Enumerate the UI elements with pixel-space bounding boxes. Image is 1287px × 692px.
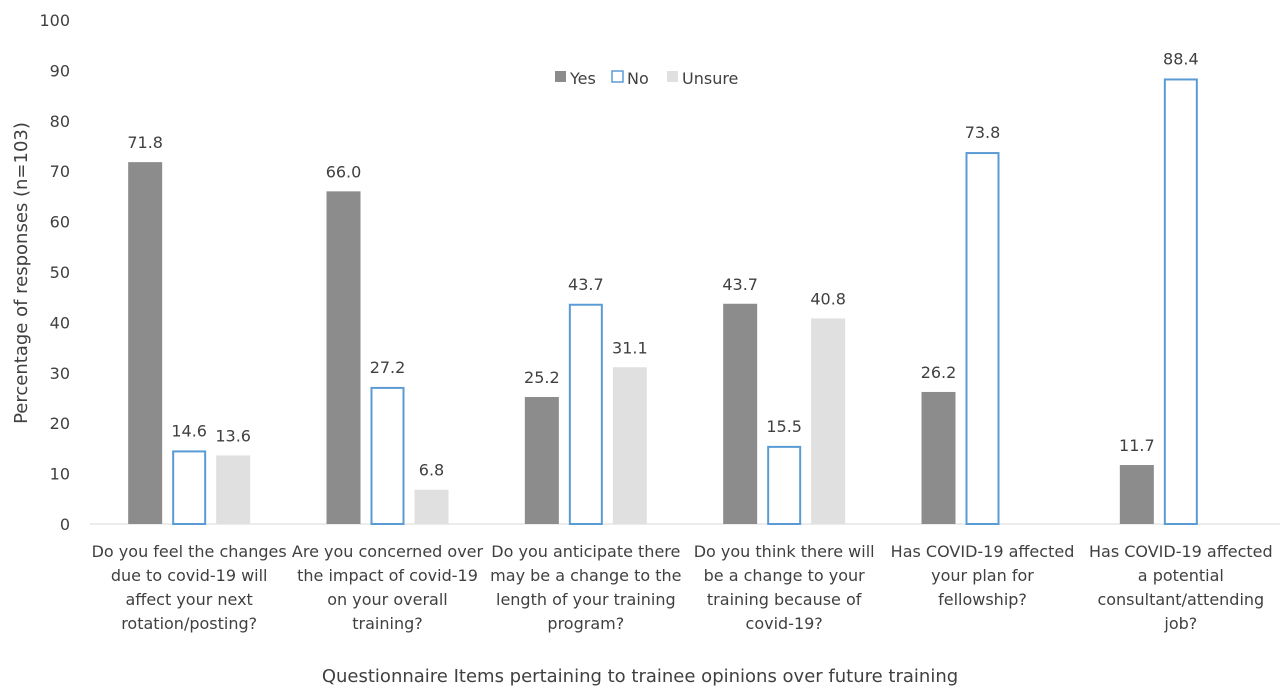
category-label-line: the impact of covid-19 — [297, 566, 478, 585]
category-label-line: training because of — [707, 590, 862, 609]
bar-no-4 — [767, 445, 802, 526]
category-label-line: Are you concerned over — [292, 542, 484, 561]
legend-swatch-yes — [555, 71, 566, 82]
x-axis-title: Questionnaire Items pertaining to traine… — [322, 666, 958, 687]
data-label-unsure-2: 6.8 — [419, 461, 444, 480]
category-label-line: a potential — [1138, 566, 1224, 585]
category-label-line: be a change to your — [704, 566, 865, 585]
category-label-line: due to covid-19 will — [111, 566, 268, 585]
bars — [128, 78, 1198, 526]
bar-unsure-1 — [216, 455, 251, 524]
legend-label-yes: Yes — [569, 69, 596, 88]
category-label-line: Has COVID-19 affected — [1089, 542, 1273, 561]
category-label-line: Do you anticipate there — [491, 542, 680, 561]
data-label-unsure-1: 13.6 — [215, 426, 251, 445]
y-tick-label: 20 — [50, 414, 70, 433]
category-label-line: Has COVID-19 affected — [891, 542, 1075, 561]
category-label-line: may be a change to the — [490, 566, 681, 585]
bar-no-2 — [370, 386, 405, 525]
category-label-line: program? — [547, 614, 624, 633]
y-tick-label: 40 — [50, 313, 70, 332]
bar-yes-2 — [326, 191, 361, 525]
category-label-line: on your overall — [327, 590, 447, 609]
bar-no-3 — [568, 303, 603, 526]
bar-yes-3 — [524, 396, 559, 524]
data-label-yes-6: 11.7 — [1119, 436, 1155, 455]
bar-unsure-3 — [612, 367, 647, 524]
data-label-no-6: 88.4 — [1163, 49, 1199, 68]
bar-unsure-2 — [414, 489, 449, 524]
bar-yes-1 — [128, 162, 163, 525]
category-label-line: Do you feel the changes — [92, 542, 287, 561]
legend-swatch-no — [611, 70, 624, 83]
legend-swatch-unsure — [667, 71, 678, 82]
legend: Yes No Unsure — [555, 69, 738, 88]
data-label-unsure-3: 31.1 — [612, 338, 648, 357]
y-axis-title: Percentage of responses (n=103) — [11, 122, 32, 424]
category-label-line: rotation/posting? — [121, 614, 257, 633]
y-tick-label: 60 — [50, 213, 70, 232]
data-labels: 71.8 14.6 13.6 66.0 27.2 6.8 25.2 43.7 31.1 43.7 1… — [127, 49, 1198, 479]
category-label-line: training? — [352, 614, 422, 633]
bar-yes-6 — [1119, 465, 1154, 524]
data-label-yes-2: 66.0 — [326, 162, 362, 181]
legend-label-no: No — [627, 69, 649, 88]
category-labels: Do you feel the changes due to covid-19 w… — [92, 542, 1273, 633]
y-tick-label: 70 — [50, 162, 70, 181]
y-axis-ticks: 0 10 20 30 40 50 60 70 80 90 100 — [39, 11, 70, 534]
data-label-unsure-4: 40.8 — [810, 289, 846, 308]
bar-unsure-4 — [811, 318, 846, 524]
bar-no-1 — [172, 450, 207, 525]
data-label-yes-1: 71.8 — [127, 133, 163, 152]
bar-no-6 — [1163, 78, 1198, 526]
y-tick-label: 30 — [50, 364, 70, 383]
category-label-line: covid-19? — [746, 614, 823, 633]
y-tick-label: 100 — [39, 11, 70, 30]
data-label-no-4: 15.5 — [766, 417, 802, 436]
category-label-line: your plan for — [931, 566, 1034, 585]
y-tick-label: 10 — [50, 465, 70, 484]
bar-yes-4 — [723, 303, 758, 524]
category-label-line: job? — [1163, 614, 1197, 633]
data-label-no-2: 27.2 — [370, 358, 406, 377]
category-label-line: Do you think there will — [694, 542, 875, 561]
category-label-line: length of your training — [496, 590, 676, 609]
data-label-yes-4: 43.7 — [722, 275, 758, 294]
data-label-no-3: 43.7 — [568, 275, 604, 294]
bar-no-5 — [965, 152, 1000, 525]
y-tick-label: 90 — [50, 61, 70, 80]
y-tick-label: 80 — [50, 112, 70, 131]
data-label-yes-5: 26.2 — [921, 363, 957, 382]
data-label-yes-3: 25.2 — [524, 368, 560, 387]
category-label-line: consultant/attending — [1097, 590, 1264, 609]
data-label-no-5: 73.8 — [965, 123, 1001, 142]
category-label-line: affect your next — [125, 590, 252, 609]
y-tick-label: 50 — [50, 263, 70, 282]
bar-yes-5 — [921, 391, 956, 524]
legend-label-unsure: Unsure — [682, 69, 738, 88]
data-label-no-1: 14.6 — [171, 421, 207, 440]
y-tick-label: 0 — [60, 515, 70, 534]
category-label-line: fellowship? — [938, 590, 1027, 609]
